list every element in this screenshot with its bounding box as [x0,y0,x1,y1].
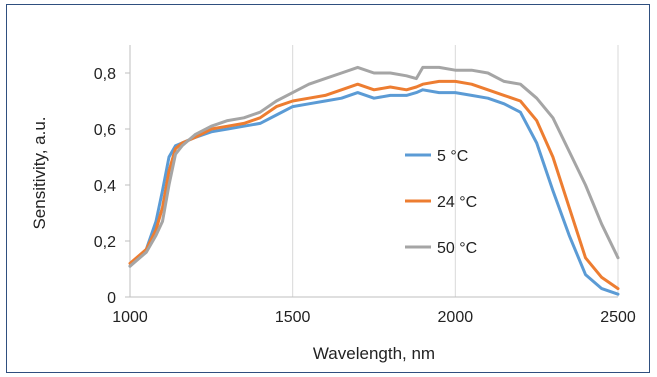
legend: 5 °C 24 °C 50 °C [405,148,477,257]
series-line [128,65,620,268]
y-tick-labels: 0 0,2 0,4 0,6 0,8 [94,66,116,307]
y-tick-label: 0 [107,290,116,307]
series-line [128,88,620,296]
x-tick-label: 2500 [600,309,636,326]
x-tick-labels: 1000 1500 2000 2500 [112,309,636,326]
y-tick-label: 0,2 [94,234,116,251]
legend-label: 24 °C [437,194,477,211]
x-tick-label: 1000 [112,309,148,326]
chart-frame [6,4,650,373]
x-tick-label: 2000 [438,309,474,326]
y-axis-title: Sensitivity, a.u. [30,116,49,229]
y-tick-label: 0,8 [94,66,116,83]
y-tick-label: 0,6 [94,122,116,139]
x-axis-title: Wavelength, nm [313,344,435,363]
legend-label: 50 °C [437,240,477,257]
legend-label: 5 °C [437,148,468,165]
y-tick-label: 0,4 [94,178,116,195]
series-lines [128,65,620,296]
axes [125,45,618,298]
series-line [128,79,620,291]
x-tick-label: 1500 [275,309,311,326]
